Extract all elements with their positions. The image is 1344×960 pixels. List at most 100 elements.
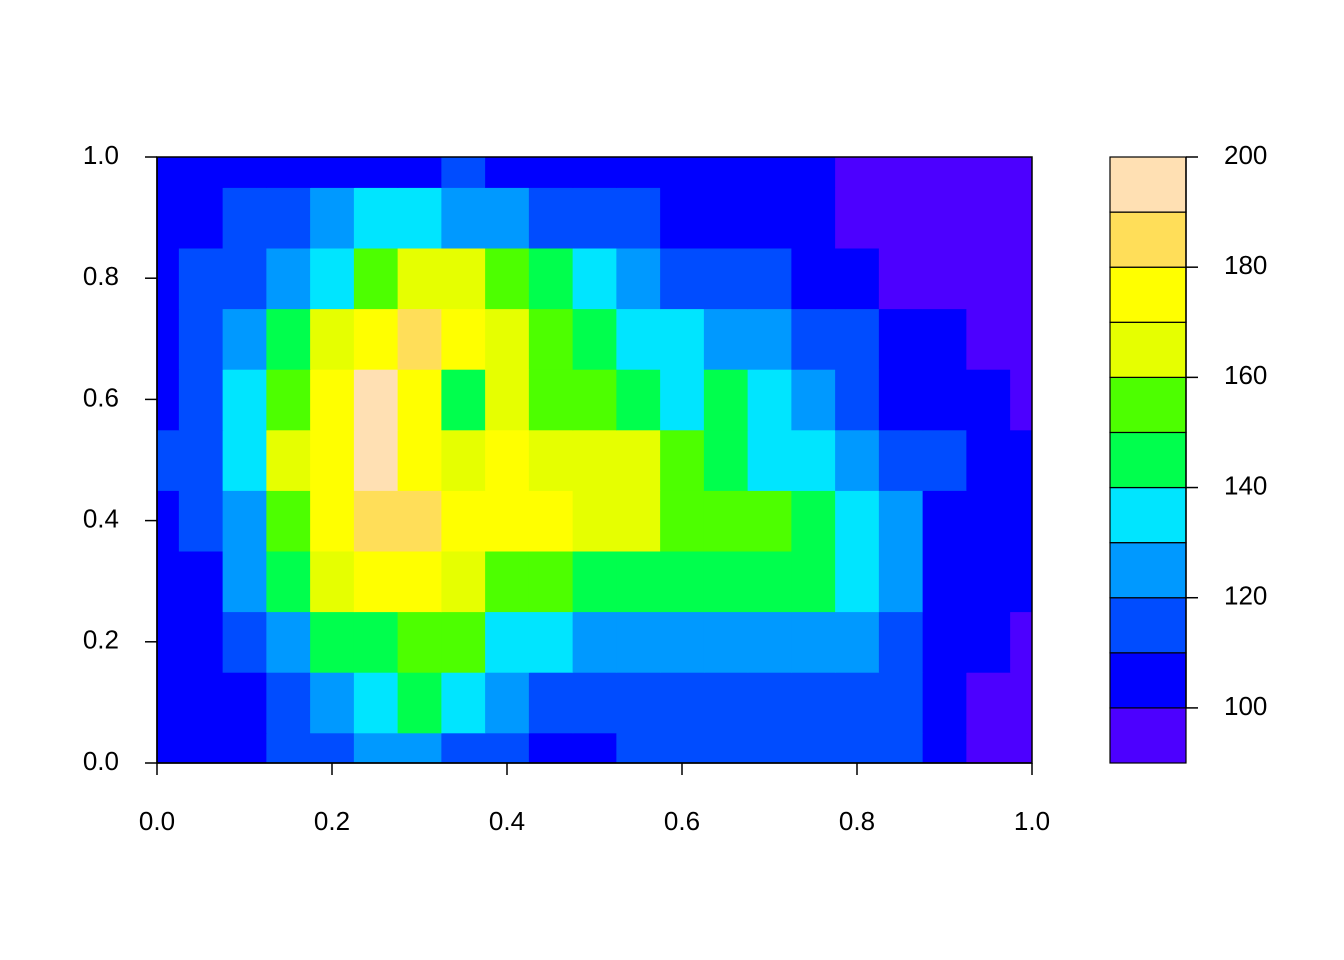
contour-cell: [485, 187, 530, 249]
contour-cell: [397, 369, 442, 431]
contour-cell: [441, 247, 486, 310]
contour-cell: [572, 732, 617, 763]
legend-band: [1109, 597, 1187, 654]
contour-cell: [747, 187, 792, 249]
contour-cell: [966, 157, 1011, 188]
contour-cell: [528, 157, 574, 188]
contour-cell: [616, 611, 661, 673]
contour-cell: [528, 429, 574, 491]
contour-cell: [485, 247, 530, 310]
legend-band: [1109, 266, 1187, 323]
contour-cell: [353, 157, 399, 188]
contour-cell: [835, 157, 880, 188]
contour-cell: [528, 611, 574, 673]
contour-cell: [222, 611, 267, 673]
contour-cell: [353, 672, 399, 734]
contour-cell: [178, 550, 224, 613]
contour-cell: [660, 187, 705, 249]
contour-cell: [703, 247, 749, 310]
contour-cell: [616, 308, 661, 370]
contour-area: [157, 157, 1032, 763]
contour-cell: [397, 672, 442, 734]
y-tick-label: 0.2: [83, 625, 119, 655]
contour-cell: [441, 369, 486, 431]
contour-cell: [528, 672, 574, 734]
contour-cell: [441, 157, 486, 188]
contour-cell: [703, 369, 749, 431]
contour-cell: [1010, 157, 1032, 188]
contour-cell: [441, 308, 486, 370]
contour-cell: [353, 611, 399, 673]
contour-cell: [528, 732, 574, 763]
contour-cell: [616, 157, 661, 188]
contour-cell: [791, 157, 836, 188]
contour-cell: [1010, 187, 1032, 249]
contour-cell: [572, 611, 617, 673]
contour-cell: [1010, 429, 1032, 491]
contour-cell: [835, 611, 880, 673]
contour-cell: [222, 157, 267, 188]
contour-cell: [791, 429, 836, 491]
contour-cell: [157, 157, 180, 188]
contour-cell: [222, 308, 267, 370]
contour-cell: [922, 187, 967, 249]
contour-cell: [791, 490, 836, 552]
contour-cell: [922, 429, 967, 491]
contour-cell: [485, 672, 530, 734]
contour-cell: [441, 611, 486, 673]
contour-cell: [966, 550, 1011, 613]
legend-band: [1109, 156, 1187, 213]
contour-cell: [703, 490, 749, 552]
contour-cell: [616, 369, 661, 431]
contour-cell: [310, 247, 355, 310]
contour-cell: [660, 550, 705, 613]
contour-cell: [922, 550, 967, 613]
legend-band: [1109, 211, 1187, 268]
contour-cell: [397, 490, 442, 552]
contour-cell: [528, 369, 574, 431]
contour-cell: [441, 672, 486, 734]
contour-cell: [397, 247, 442, 310]
legend-tick-label: 160: [1224, 360, 1267, 390]
contour-cell: [178, 308, 224, 370]
contour-cell: [703, 611, 749, 673]
contour-cell: [178, 157, 224, 188]
contour-cell: [660, 157, 705, 188]
contour-cell: [178, 369, 224, 431]
contour-cell: [922, 369, 967, 431]
contour-cell: [1010, 550, 1032, 613]
contour-cell: [485, 732, 530, 763]
contour-cell: [441, 429, 486, 491]
contour-cell: [266, 611, 311, 673]
contour-cell: [660, 611, 705, 673]
contour-cell: [747, 732, 792, 763]
contour-cell: [660, 247, 705, 310]
contour-cell: [878, 187, 924, 249]
contour-cell: [747, 369, 792, 431]
contour-cell: [966, 611, 1011, 673]
contour-cell: [966, 308, 1011, 370]
contour-cell: [1010, 369, 1032, 431]
legend-band: [1109, 486, 1187, 544]
y-tick-label: 1.0: [83, 140, 119, 170]
contour-cell: [616, 672, 661, 734]
contour-cell: [791, 369, 836, 431]
contour-cell: [157, 308, 180, 370]
contour-cell: [485, 157, 530, 188]
contour-cell: [528, 187, 574, 249]
contour-cell: [1010, 611, 1032, 673]
contour-cell: [922, 672, 967, 734]
contour-cell: [222, 429, 267, 491]
x-tick-label: 0.0: [139, 806, 175, 836]
contour-cell: [878, 429, 924, 491]
contour-cell: [616, 550, 661, 613]
contour-cell: [616, 490, 661, 552]
contour-cell: [966, 490, 1011, 552]
contour-cell: [397, 611, 442, 673]
contour-cell: [835, 247, 880, 310]
contour-cell: [835, 308, 880, 370]
contour-cell: [791, 611, 836, 673]
contour-cell: [572, 187, 617, 249]
contour-cell: [835, 672, 880, 734]
